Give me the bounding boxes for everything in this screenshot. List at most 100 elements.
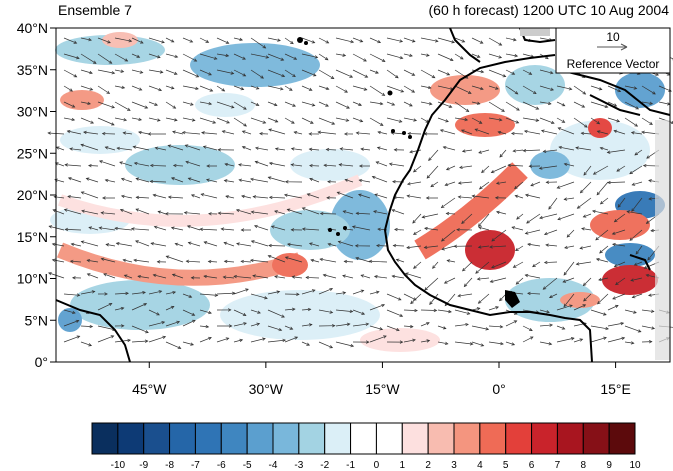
wind-vector <box>250 309 261 314</box>
wind-vector <box>284 53 297 60</box>
wind-vector <box>233 322 247 327</box>
wind-vector-head <box>161 321 166 325</box>
wind-vector-head <box>548 295 553 299</box>
wind-vector-head <box>355 131 360 135</box>
wind-vector-head <box>85 177 90 181</box>
wind-vector <box>182 293 192 298</box>
wind-vector-head <box>411 39 416 43</box>
wind-vector <box>590 337 607 343</box>
wind-vector-head <box>515 120 520 124</box>
colorbar-swatch <box>556 422 584 455</box>
wind-vector-head <box>158 290 163 294</box>
wind-vector <box>97 303 112 311</box>
wind-vector-head <box>448 104 453 108</box>
wind-vector-head <box>645 220 650 224</box>
wind-vector <box>409 149 422 153</box>
wind-vector <box>658 85 672 92</box>
wind-vector <box>471 325 489 330</box>
wind-vector <box>458 181 473 184</box>
wind-vector <box>556 337 575 343</box>
wind-vector <box>171 177 184 183</box>
wind-vector <box>386 117 402 123</box>
wind-vector <box>148 309 160 316</box>
wind-vector-head <box>457 294 462 298</box>
wind-vector <box>481 165 490 173</box>
wind-vector-head <box>119 161 123 165</box>
wind-vector <box>525 194 541 199</box>
wind-vector-head <box>388 162 393 166</box>
wind-vector-head <box>331 324 336 328</box>
wind-vector-head <box>476 277 481 281</box>
wind-vector-head <box>364 74 369 78</box>
colorbar-label: -9 <box>139 460 148 471</box>
wind-vector <box>148 290 162 295</box>
wind-vector-head <box>581 227 585 231</box>
wind-vector <box>488 325 503 328</box>
wind-vector <box>114 307 124 311</box>
wind-vector-head <box>428 157 432 162</box>
wind-vector <box>63 69 77 78</box>
wind-vector <box>386 37 403 42</box>
wind-vector <box>430 181 439 188</box>
wind-vector <box>516 213 524 220</box>
wind-vector-head <box>116 146 121 151</box>
wind-vector-head <box>294 336 299 340</box>
wind-vector-head <box>444 341 449 345</box>
wind-vector-head <box>650 228 654 233</box>
wind-vector-head <box>514 185 518 190</box>
wind-vector <box>121 178 133 183</box>
longitude-axis: 45°W 30°W 15°W 0° 15°E <box>132 362 631 397</box>
wind-vector-head <box>459 165 463 169</box>
wind-vector-head <box>478 120 483 124</box>
wind-vector-head <box>592 209 596 214</box>
lon-tick-label: 15°E <box>600 381 631 397</box>
colorbar-label: 5 <box>503 460 509 471</box>
wind-vector <box>216 117 230 124</box>
wind-vector <box>454 101 469 112</box>
wind-vector-head <box>223 179 228 183</box>
wind-vector <box>97 325 116 331</box>
wind-vector <box>527 292 541 295</box>
wind-vector-head <box>432 265 436 269</box>
wind-vector-head <box>325 103 329 107</box>
wind-vector-head <box>410 300 414 305</box>
wind-vector-head <box>476 101 481 105</box>
wind-vector <box>320 213 337 215</box>
wind-vector-head <box>529 336 534 340</box>
wind-vector <box>356 212 371 215</box>
wind-vector <box>250 37 266 49</box>
wind-vector-head <box>143 303 148 307</box>
wind-vector <box>437 69 450 76</box>
wind-vector <box>634 261 643 266</box>
wind-vector-head <box>225 53 230 58</box>
wind-vector <box>301 117 314 124</box>
wind-vector-head <box>111 105 115 109</box>
wind-vector <box>250 259 269 263</box>
colorbar-swatch <box>505 422 533 455</box>
wind-vector <box>345 179 354 183</box>
wind-vector <box>607 337 625 343</box>
colorbar-swatch <box>479 422 507 455</box>
wind-vector <box>641 101 653 105</box>
wind-vector <box>437 341 448 345</box>
wind-vector <box>117 147 133 151</box>
wind-vector-head <box>634 152 638 156</box>
wind-vector-head <box>80 191 85 195</box>
wind-vector <box>498 131 507 135</box>
wind-vector <box>328 243 337 247</box>
wind-vector <box>511 226 524 231</box>
wind-vector <box>323 274 337 279</box>
wind-vector-head <box>307 307 312 312</box>
wind-vector-head <box>374 193 378 197</box>
wind-vector-head <box>225 40 230 44</box>
wind-vector <box>556 101 565 107</box>
wind-vector-head <box>132 145 137 149</box>
wind-vector <box>373 210 388 215</box>
wind-vector <box>268 129 286 135</box>
wind-vector-head <box>115 242 120 246</box>
wind-vector <box>488 69 506 77</box>
wind-vector-head <box>346 322 351 326</box>
wind-vector <box>396 259 405 263</box>
wind-vector <box>188 177 201 183</box>
wind-vector-head <box>530 183 534 187</box>
